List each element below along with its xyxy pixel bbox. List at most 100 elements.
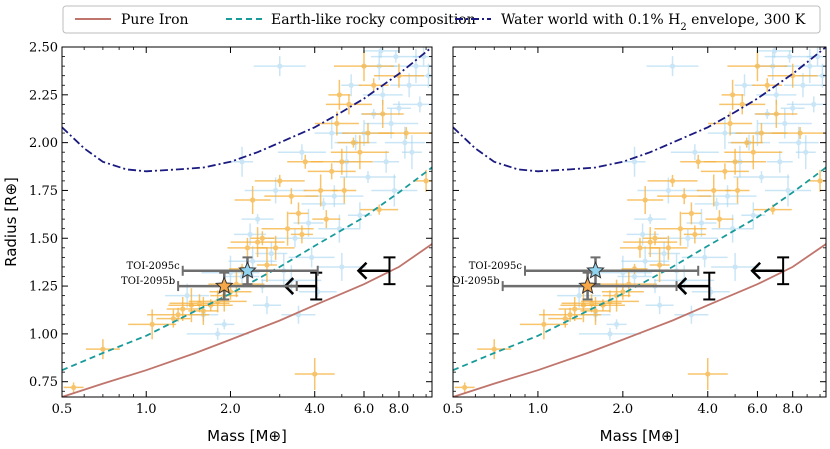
population-point-blue bbox=[317, 252, 366, 281]
population-point-blue bbox=[241, 214, 274, 225]
population-point-blue bbox=[606, 319, 627, 330]
population-point-orange bbox=[681, 202, 702, 225]
population-point-orange bbox=[156, 309, 191, 328]
population-marker-blue bbox=[396, 105, 402, 111]
population-marker-blue bbox=[425, 73, 432, 79]
population-point-orange bbox=[128, 309, 177, 340]
population-marker-blue bbox=[642, 258, 648, 264]
x-tick-label: 0.5 bbox=[443, 402, 464, 417]
population-marker-orange bbox=[244, 245, 251, 251]
population-marker-blue bbox=[692, 149, 698, 155]
population-marker-orange bbox=[541, 321, 547, 327]
population-marker-blue bbox=[790, 105, 796, 111]
population-marker-orange bbox=[273, 245, 279, 251]
population-marker-blue bbox=[819, 73, 826, 79]
population-marker-blue bbox=[800, 82, 806, 88]
population-point-blue bbox=[765, 174, 812, 207]
population-point-blue bbox=[298, 286, 337, 297]
planet-toi-2095c: TOI-2095c bbox=[469, 256, 700, 286]
population-point-blue bbox=[711, 252, 760, 281]
population-marker-orange bbox=[299, 231, 305, 238]
upper-limit-2 bbox=[676, 271, 716, 301]
legend-label-pure-iron: Pure Iron bbox=[121, 12, 189, 28]
legend-label-water-world: Water world with 0.1% H2 envelope, 300 K bbox=[501, 12, 806, 33]
population-point-blue bbox=[244, 177, 307, 204]
population-marker-orange bbox=[403, 130, 409, 136]
population-marker-orange bbox=[750, 149, 756, 155]
population-point-blue bbox=[401, 135, 422, 170]
population-marker-orange bbox=[295, 210, 302, 216]
population-marker-orange bbox=[692, 231, 698, 238]
population-point-orange bbox=[735, 123, 788, 144]
population-point-orange bbox=[333, 51, 394, 82]
population-point-orange bbox=[332, 177, 357, 204]
upper-limit-arrow-head bbox=[676, 277, 688, 295]
population-point-blue bbox=[281, 305, 316, 324]
y-tick-label: 1.50 bbox=[29, 232, 58, 247]
population-marker-blue bbox=[250, 258, 256, 264]
x-tick-label: 8.0 bbox=[389, 402, 410, 417]
planet-label: TOI-2095b bbox=[446, 276, 500, 287]
population-point-orange bbox=[147, 307, 210, 322]
legend-label-water-world-suffix: envelope, 300 K bbox=[687, 12, 806, 28]
population-marker-blue bbox=[378, 48, 384, 54]
population-marker-orange bbox=[254, 239, 261, 245]
population-marker-blue bbox=[292, 235, 298, 241]
population-marker-orange bbox=[730, 92, 736, 98]
population-marker-blue bbox=[329, 130, 335, 136]
population-marker-orange bbox=[722, 168, 728, 174]
population-marker-orange bbox=[371, 82, 377, 88]
population-point-orange bbox=[360, 204, 399, 215]
population-point-blue bbox=[186, 327, 249, 340]
curve-water-world bbox=[62, 47, 432, 173]
population-point-blue bbox=[637, 177, 700, 204]
population-marker-blue bbox=[631, 273, 638, 280]
population-marker-blue bbox=[613, 321, 620, 327]
population-marker-blue bbox=[786, 53, 793, 60]
population-point-blue bbox=[786, 96, 826, 113]
population-point-orange bbox=[548, 309, 583, 328]
population-marker-orange bbox=[277, 178, 283, 184]
population-point-orange bbox=[696, 174, 731, 207]
population-point-orange bbox=[337, 137, 370, 148]
population-marker-blue bbox=[785, 187, 791, 194]
planet-label: TOI-2095c bbox=[469, 261, 523, 272]
population-point-orange bbox=[307, 163, 356, 180]
population-point-blue bbox=[288, 247, 335, 268]
population-point-blue bbox=[733, 171, 790, 184]
plot-area-right: TOI-2095c TOI-2095b bbox=[446, 47, 826, 397]
population-point-blue bbox=[674, 305, 709, 324]
population-point-orange bbox=[700, 163, 749, 180]
population-marker-orange bbox=[758, 130, 765, 136]
planet-toi-2095b: TOI-2095b bbox=[121, 271, 298, 301]
planet-star-marker bbox=[214, 276, 234, 294]
population-marker-orange bbox=[797, 130, 803, 136]
population-point-blue bbox=[277, 144, 326, 161]
population-point-blue bbox=[795, 135, 816, 170]
population-marker-orange bbox=[572, 306, 578, 312]
population-point-orange bbox=[264, 188, 319, 205]
population-marker-orange bbox=[491, 346, 497, 352]
population-point-orange bbox=[454, 382, 475, 393]
population-marker-orange bbox=[100, 346, 106, 352]
population-marker-orange bbox=[677, 226, 684, 232]
population-point-blue bbox=[756, 47, 793, 58]
population-marker-orange bbox=[716, 216, 723, 222]
population-marker-blue bbox=[665, 187, 671, 194]
population-marker-orange bbox=[817, 178, 823, 184]
population-marker-blue bbox=[669, 63, 676, 69]
population-point-blue bbox=[392, 96, 432, 113]
axes-frame-right bbox=[452, 46, 827, 398]
population-marker-blue bbox=[215, 331, 221, 337]
population-point-orange bbox=[256, 248, 277, 283]
population-marker-orange bbox=[264, 262, 270, 268]
population-marker-blue bbox=[576, 293, 582, 299]
population-point-blue bbox=[389, 49, 432, 84]
population-point-orange bbox=[649, 248, 670, 283]
population-point-blue bbox=[766, 150, 793, 173]
curve-earth-like bbox=[62, 166, 432, 372]
population-marker-orange bbox=[647, 239, 653, 245]
population-marker-blue bbox=[309, 254, 315, 260]
population-marker-blue bbox=[184, 293, 190, 299]
population-marker-orange bbox=[302, 159, 308, 165]
